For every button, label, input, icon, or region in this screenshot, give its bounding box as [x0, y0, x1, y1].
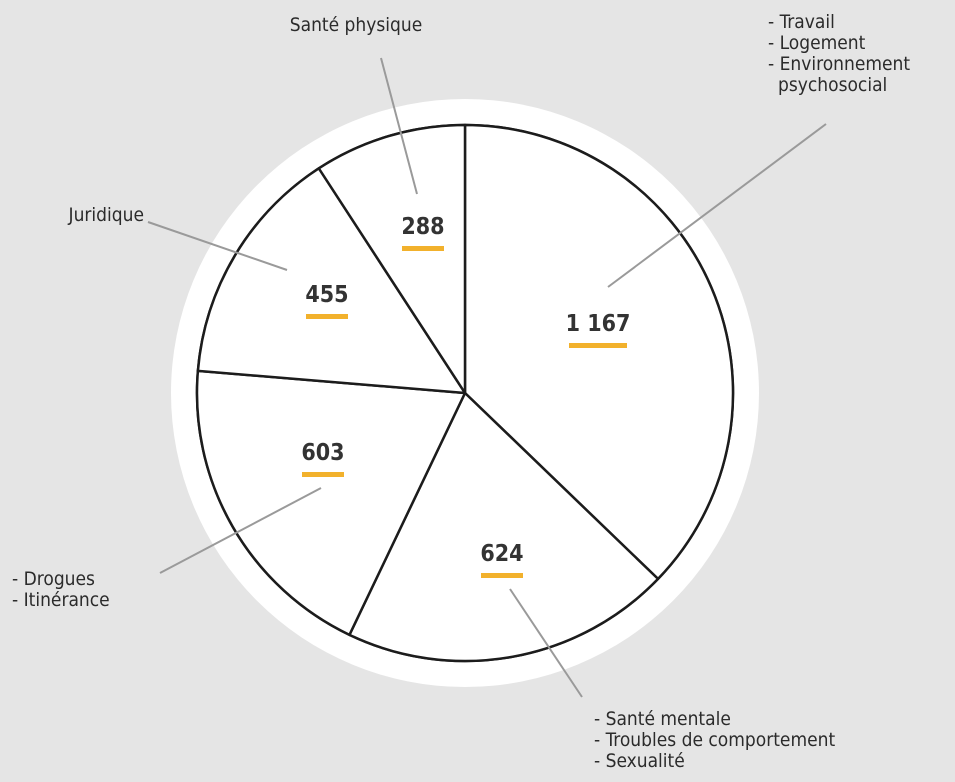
slice-value-label: 603 — [301, 440, 344, 466]
pie-slice — [348, 391, 660, 663]
value-underline — [306, 314, 348, 319]
leader-line — [159, 487, 322, 574]
slice-category-line: - Itinérance — [12, 589, 110, 611]
slice-value-label: 1 167 — [566, 311, 631, 337]
slice-category-label: Juridique — [68, 204, 144, 226]
pie-slice — [196, 167, 467, 395]
slice-labels: 1 167 - Travail - Logement - Environnement p… — [12, 11, 910, 772]
slice-category-label: - Travail - Logement - Environnement psycho… — [768, 11, 910, 96]
value-underline — [481, 573, 523, 578]
pie-slice — [317, 123, 467, 395]
leader-line — [607, 123, 827, 288]
slice-category-line: - Drogues — [12, 568, 95, 590]
slice-category-line: - Logement — [768, 32, 866, 54]
pie-slices — [195, 123, 735, 663]
slice-category-line: - Santé mentale — [594, 708, 731, 730]
slice-category-line: Juridique — [68, 204, 144, 226]
slice-value-label: 624 — [480, 541, 523, 567]
slice-category-label: - Santé mentale - Troubles de comportemen… — [594, 708, 835, 772]
leader-line — [380, 57, 418, 195]
slice-category-label: Santé physique — [290, 14, 422, 36]
slice-value-label: 455 — [305, 282, 348, 308]
slice-category-line: - Travail — [768, 11, 835, 33]
slice-category-line: Santé physique — [290, 14, 422, 36]
slice-value-label: 288 — [401, 214, 444, 240]
slice-category-line: - Troubles de comportement — [594, 729, 835, 751]
leader-lines — [147, 57, 827, 698]
leader-line — [509, 588, 583, 698]
slice-category-line: - Sexualité — [594, 750, 685, 772]
value-underline — [302, 472, 344, 477]
value-underline — [569, 343, 627, 348]
slice-category-label: - Drogues - Itinérance — [12, 568, 110, 611]
pie-slice — [195, 369, 467, 637]
leader-line — [147, 221, 288, 271]
slice-category-line: - Environnement — [768, 53, 910, 75]
slice-category-line: psychosocial — [778, 74, 887, 96]
pie-slice — [463, 123, 735, 581]
value-underline — [402, 246, 444, 251]
